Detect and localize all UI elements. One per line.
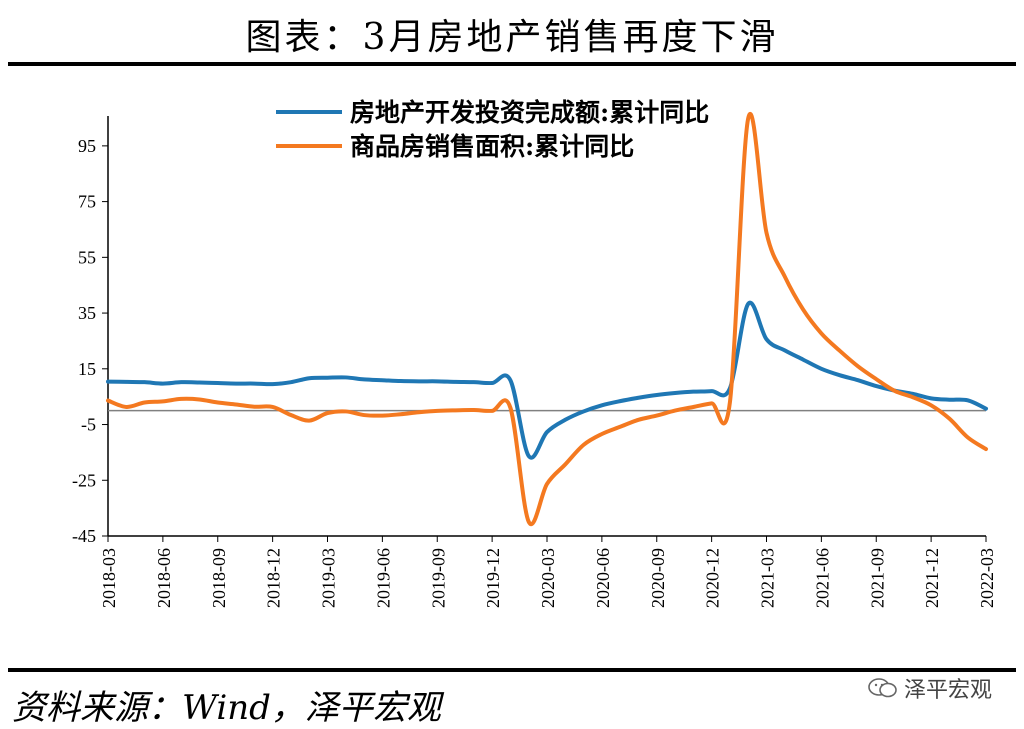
x-tick-label: 2021-03 <box>758 548 778 608</box>
y-tick-label: -25 <box>72 470 96 490</box>
x-tick-label: 2022-03 <box>977 548 997 608</box>
y-tick-label: 35 <box>78 303 96 323</box>
y-axis-ticks: 95 75 55 35 15 -5 -25 -45 <box>72 136 108 546</box>
series-line-2 <box>106 112 988 527</box>
chart-series <box>106 112 988 527</box>
legend-label-2: 商品房销售面积:累计同比 <box>350 132 634 161</box>
y-tick-label: -5 <box>81 415 96 435</box>
page-title: 图表：3月房地产销售再度下滑 <box>245 17 779 58</box>
bottom-rule <box>8 668 1016 672</box>
x-tick-label: 2018-03 <box>99 548 119 608</box>
x-tick-label: 2021-09 <box>867 548 887 608</box>
x-tick-label: 2021-12 <box>922 548 942 608</box>
y-tick-label: 55 <box>78 247 96 267</box>
wechat-icon <box>868 678 897 698</box>
chart-axes <box>107 116 986 537</box>
y-tick-label: -45 <box>72 526 96 546</box>
series-line-1 <box>106 300 988 460</box>
x-tick-label: 2018-06 <box>154 548 174 608</box>
x-axis-ticks: 2018-03 2018-06 2018-09 2018-12 2019-03 2019-… <box>99 536 997 608</box>
y-tick-label: 75 <box>78 192 96 212</box>
y-tick-label: 95 <box>78 136 96 156</box>
x-tick-label: 2018-12 <box>264 548 284 608</box>
x-tick-label: 2018-09 <box>209 548 229 608</box>
line-chart: 95 75 55 35 15 -5 -25 -45 2018-03 2018-06 2018-09… <box>72 98 997 608</box>
x-tick-label: 2019-03 <box>319 548 339 608</box>
x-tick-label: 2020-03 <box>538 548 558 608</box>
x-tick-label: 2019-09 <box>428 548 448 608</box>
x-tick-label: 2020-12 <box>703 548 723 608</box>
x-tick-label: 2019-12 <box>483 548 503 608</box>
x-tick-label: 2021-06 <box>812 548 832 608</box>
watermark-text: 泽平宏观 <box>903 678 992 703</box>
watermark: 泽平宏观 <box>868 672 992 704</box>
y-tick-label: 15 <box>78 359 96 379</box>
source-note: 资料来源：Wind，泽平宏观 <box>12 688 441 728</box>
x-tick-label: 2020-09 <box>648 548 668 608</box>
x-tick-label: 2019-06 <box>373 548 393 608</box>
legend-label-1: 房地产开发投资完成额:累计同比 <box>350 98 709 127</box>
top-rule <box>8 62 1016 66</box>
x-tick-label: 2020-06 <box>593 548 613 608</box>
